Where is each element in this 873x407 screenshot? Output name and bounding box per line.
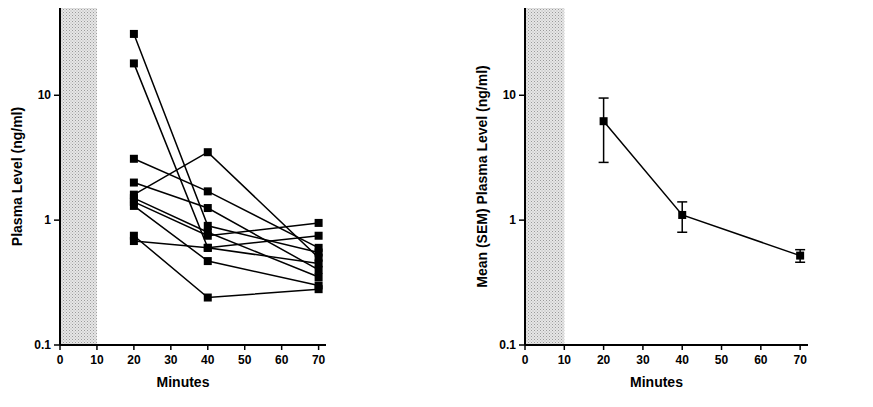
x-tick [96, 345, 98, 350]
series-line [134, 159, 319, 248]
x-tick [799, 345, 801, 350]
y-axis [524, 8, 526, 345]
panel: 0 10 20 30 40 50 60 70 0.1 1 10 Minutes Mean (SEM) P… [474, 8, 808, 390]
data-point [204, 257, 212, 265]
x-tick-label: 70 [312, 353, 326, 367]
y-tick [519, 95, 525, 97]
x-tick-label: 10 [558, 353, 572, 367]
y-axis-label: Mean (SEM) Plasma Level (ng/ml) [474, 65, 490, 288]
data-point [130, 237, 138, 245]
data-point [204, 294, 212, 302]
data-point [315, 285, 323, 293]
x-axis-label: Minutes [157, 374, 210, 390]
y-tick-label: 1 [44, 213, 51, 227]
error-bar [677, 202, 687, 232]
y-tick-label: 10 [503, 88, 517, 102]
panel: 0 10 20 30 40 50 60 70 0.1 1 10 Minutes Plasma Level… [9, 8, 326, 390]
series-line [134, 63, 319, 263]
x-tick [564, 345, 566, 350]
data-point [204, 232, 212, 240]
x-axis [60, 344, 326, 346]
series-line [134, 206, 319, 286]
x-tick-label: 0 [522, 353, 529, 367]
series-line [134, 236, 319, 298]
error-bar [795, 250, 805, 263]
data-point [130, 202, 138, 210]
y-tick [519, 344, 525, 346]
series-line [134, 202, 319, 236]
series-line [134, 152, 319, 258]
x-tick [170, 345, 172, 350]
y-tick-label: 1 [509, 213, 516, 227]
error-bar [599, 98, 609, 162]
x-tick [281, 345, 283, 350]
data-point [315, 219, 323, 227]
x-tick-label: 70 [793, 353, 807, 367]
data-point [315, 254, 323, 262]
y-axis [59, 8, 61, 345]
x-tick [133, 345, 135, 350]
x-tick [244, 345, 246, 350]
y-tick-label: 0.1 [34, 338, 51, 352]
y-tick [54, 344, 60, 346]
series-line [134, 34, 319, 253]
plot-area [130, 30, 323, 302]
x-axis-label: Minutes [630, 374, 683, 390]
data-point [315, 266, 323, 274]
x-tick [760, 345, 762, 350]
data-point [600, 117, 608, 125]
x-tick-label: 40 [201, 353, 215, 367]
x-tick [603, 345, 605, 350]
x-tick-label: 50 [715, 353, 729, 367]
x-tick-label: 0 [57, 353, 64, 367]
x-tick [681, 345, 683, 350]
y-tick-label: 0.1 [499, 338, 516, 352]
x-tick-label: 10 [90, 353, 104, 367]
data-point [204, 244, 212, 252]
y-axis-label: Plasma Level (ng/ml) [9, 107, 25, 246]
x-tick [207, 345, 209, 350]
x-tick-label: 30 [636, 353, 650, 367]
series-line [604, 121, 801, 255]
data-point [130, 155, 138, 163]
data-point [315, 232, 323, 240]
y-tick [54, 95, 60, 97]
data-point [315, 273, 323, 281]
data-point [130, 59, 138, 67]
data-point [204, 204, 212, 212]
x-tick-label: 30 [164, 353, 178, 367]
data-point [796, 252, 804, 260]
y-tick-label: 10 [38, 88, 52, 102]
y-tick [519, 219, 525, 221]
data-point [315, 244, 323, 252]
data-point [204, 148, 212, 156]
shaded-region [60, 8, 97, 345]
series-line [134, 236, 319, 248]
x-tick-label: 50 [238, 353, 252, 367]
data-point [678, 211, 686, 219]
data-point [130, 30, 138, 38]
x-tick-label: 20 [127, 353, 141, 367]
figure: 0102030405060700.1110MinutesPlasma Level… [0, 0, 873, 407]
data-point [130, 179, 138, 187]
shaded-region [525, 8, 564, 345]
x-tick [721, 345, 723, 350]
data-point [204, 187, 212, 195]
y-tick [54, 219, 60, 221]
x-tick-label: 60 [754, 353, 768, 367]
x-tick [318, 345, 320, 350]
plot-area [599, 98, 806, 262]
data-point [204, 244, 212, 252]
x-tick-label: 60 [275, 353, 289, 367]
x-tick-label: 40 [676, 353, 690, 367]
x-axis [525, 344, 808, 346]
x-tick [642, 345, 644, 350]
x-tick-label: 20 [597, 353, 611, 367]
